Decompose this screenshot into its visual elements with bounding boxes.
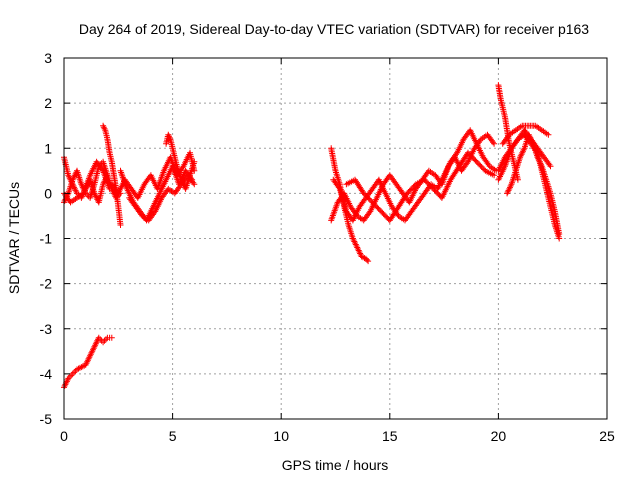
- data-marker-path: [61, 334, 115, 391]
- series-seg-i: [61, 334, 115, 391]
- y-tick-label: -3: [40, 321, 53, 337]
- x-axis-ticks: 0 5 10 15 20 25: [60, 58, 615, 444]
- x-axis-label: GPS time / hours: [282, 457, 389, 473]
- series-seg-p: [499, 122, 552, 147]
- series-seg-h: [163, 131, 198, 192]
- x-tick-label: 5: [169, 428, 177, 444]
- x-tick-label: 15: [382, 428, 398, 444]
- y-tick-label: 0: [44, 185, 52, 201]
- y-axis-ticks: -5 -4 -3 -2 -1 0 1 2 3: [40, 50, 607, 427]
- x-tick-label: 20: [491, 428, 507, 444]
- y-tick-label: -4: [40, 366, 53, 382]
- x-tick-label: 0: [60, 428, 68, 444]
- grid-lines: [64, 58, 607, 419]
- data-points: [61, 82, 563, 391]
- y-axis-label: SDTVAR / TECUs: [6, 182, 22, 294]
- series-seg-l: [330, 127, 500, 224]
- data-marker-path: [495, 127, 554, 183]
- y-tick-label: -1: [40, 231, 53, 247]
- data-marker-path: [499, 122, 552, 147]
- series-seg-f: [117, 163, 196, 224]
- x-tick-label: 25: [599, 428, 615, 444]
- y-tick-label: -2: [40, 276, 53, 292]
- y-tick-label: 2: [44, 95, 52, 111]
- data-marker-path: [343, 149, 498, 224]
- data-marker-path: [163, 131, 198, 192]
- data-marker-path: [330, 127, 500, 224]
- data-marker-path: [117, 163, 196, 224]
- y-tick-label: 1: [44, 140, 52, 156]
- series-seg-r: [495, 127, 554, 183]
- y-tick-label: -5: [40, 411, 53, 427]
- chart-title: Day 264 of 2019, Sidereal Day-to-day VTE…: [79, 21, 589, 37]
- x-tick-label: 10: [273, 428, 289, 444]
- y-tick-label: 3: [44, 50, 52, 66]
- series-seg-m: [343, 149, 498, 224]
